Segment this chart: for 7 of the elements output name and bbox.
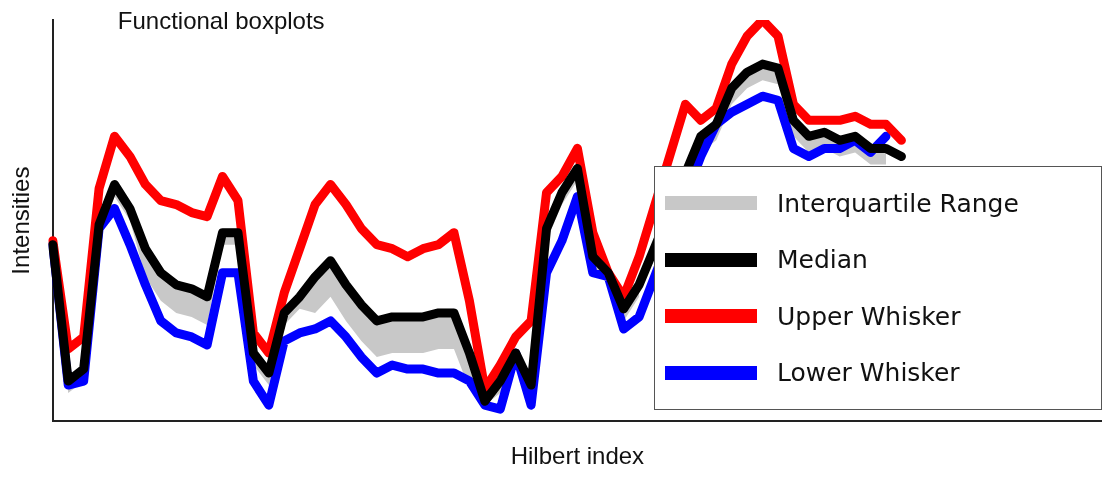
- chart-title: Functional boxplots: [117, 6, 325, 34]
- legend-label: Upper Whisker: [777, 301, 961, 331]
- legend-label: Median: [777, 245, 868, 275]
- annotation: Interquartile Range: [777, 188, 1019, 218]
- y-axis-title: Intensities: [7, 166, 35, 275]
- x-axis-title: Hilbert index: [510, 442, 645, 470]
- legend-label: Lower Whisker: [777, 358, 960, 388]
